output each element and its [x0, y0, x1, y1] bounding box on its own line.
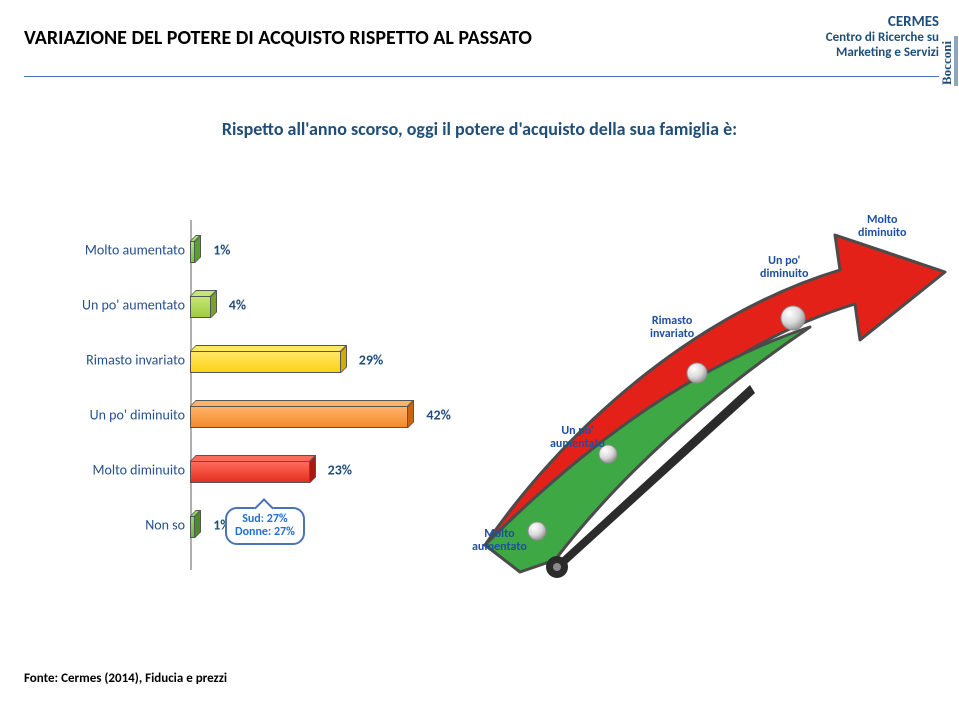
gauge-ball — [781, 306, 805, 330]
bar — [190, 235, 460, 265]
institute-block: CERMES Centro di Ricerche su Marketing e… — [826, 14, 939, 61]
bar-category-label: Un po' diminuito — [30, 407, 185, 424]
slide: VARIAZIONE DEL POTERE DI ACQUISTO RISPET… — [0, 0, 959, 708]
bar-category-label: Molto diminuito — [30, 462, 185, 479]
bar-row: Molto diminuito 23% — [30, 450, 460, 490]
question-subtitle: Rispetto all'anno scorso, oggi il potere… — [0, 118, 959, 140]
logo-text: Bocconi — [939, 41, 954, 85]
gauge-label: Moltoaumentato — [472, 528, 527, 553]
header-divider — [24, 76, 939, 77]
callout-line2: Donne: 27% — [235, 526, 295, 539]
bar-category-label: Non so — [30, 517, 185, 534]
bar-row: Rimasto invariato 29% — [30, 340, 460, 380]
bar-category-label: Un po' aumentato — [30, 297, 185, 314]
bar-row: Un po' aumentato 4% — [30, 285, 460, 325]
page-title: VARIAZIONE DEL POTERE DI ACQUISTO RISPET… — [24, 26, 532, 50]
bar-row: Un po' diminuito 42% — [30, 395, 460, 435]
gauge-graphic: Moltoaumentato Un po'aumentato Rimastoinva… — [460, 200, 950, 580]
bar-value-label: 1% — [213, 242, 230, 259]
bar-value-label: 29% — [359, 352, 383, 369]
institute-name: CERMES — [826, 14, 939, 31]
bar — [190, 455, 460, 485]
bar-value-label: 23% — [328, 462, 352, 479]
bar-value-label: 4% — [229, 297, 246, 314]
callout: Sud: 27%Donne: 27% — [225, 507, 305, 545]
bocconi-logo: Bocconi — [939, 30, 959, 95]
gauge-ball — [528, 522, 546, 540]
bar-chart: Molto aumentato 1% Un po' aumentato 4% Rimas… — [30, 230, 460, 560]
gauge-ball — [687, 363, 707, 383]
gauge-label: Un po'aumentato — [550, 425, 605, 450]
institute-line2: Centro di Ricerche su — [826, 31, 939, 46]
gauge-label: Moltodiminuito — [858, 214, 906, 239]
institute-line3: Marketing e Servizi — [826, 46, 939, 61]
bar-value-label: 42% — [426, 407, 450, 424]
bar-category-label: Rimasto invariato — [30, 352, 185, 369]
gauge-label: Rimastoinvariato — [650, 315, 694, 340]
bar-row: Molto aumentato 1% — [30, 230, 460, 270]
bar — [190, 345, 460, 375]
bar-category-label: Molto aumentato — [30, 242, 185, 259]
bar — [190, 400, 460, 430]
source-footer: Fonte: Cermes (2014), Fiducia e prezzi — [24, 671, 227, 686]
gauge-label: Un po'diminuito — [760, 255, 808, 280]
